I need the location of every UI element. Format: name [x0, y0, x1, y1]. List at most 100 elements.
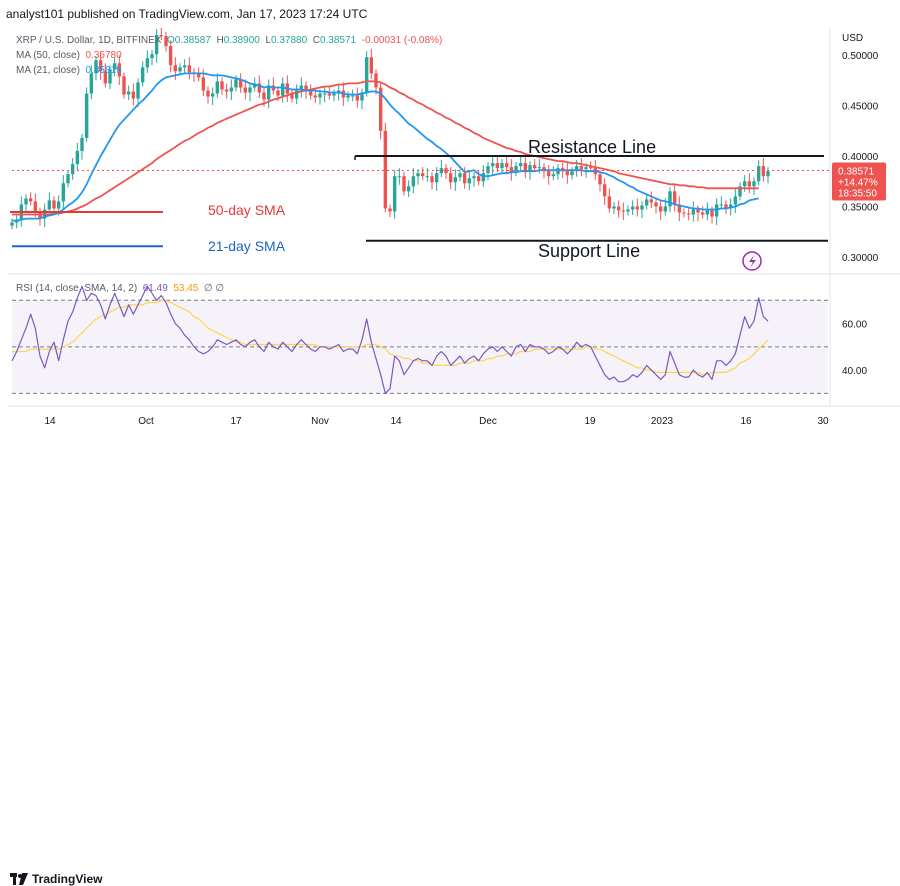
candle-body: [243, 87, 248, 93]
candle-body: [10, 222, 14, 226]
time-axis: 14 Oct 17 Nov 14 Dec 19 2023 16 30: [44, 416, 829, 427]
candle-body: [56, 201, 61, 209]
candle-body: [159, 35, 164, 37]
candle-body: [728, 204, 733, 209]
candle-body: [691, 209, 696, 215]
candle-body: [616, 206, 621, 211]
candle-body: [565, 171, 570, 176]
candle-body: [103, 71, 108, 84]
publisher-header: analyst101 published on TradingView.com,…: [0, 0, 900, 28]
candle-body: [182, 65, 187, 68]
price-tick-label: 0.30000: [842, 253, 879, 264]
symbol-title: XRP / U.S. Dollar, 1D, BITFINEX: [16, 35, 162, 46]
candle-body: [710, 210, 714, 217]
ma50-legend: MA (50, close) 0.35780: [16, 50, 122, 61]
time-tick-label: 14: [44, 416, 56, 427]
candle-body: [574, 166, 579, 172]
candle-body: [766, 171, 770, 177]
candle-body: [658, 206, 663, 212]
rsi-pane: 40.00 60.00: [11, 285, 867, 394]
candle-body: [24, 198, 28, 205]
rsi-sma-value: 53.45: [173, 283, 199, 294]
candle-body: [108, 69, 112, 84]
candle-body: [742, 181, 747, 187]
candle-body: [416, 173, 420, 177]
candle-body: [262, 92, 266, 100]
ma50-line: [12, 80, 759, 216]
candle-body: [229, 87, 234, 92]
candle-body: [327, 93, 332, 96]
candle-body: [542, 167, 546, 172]
resistance-annotation: Resistance Line: [528, 137, 656, 157]
candle-body: [290, 93, 294, 99]
candle-body: [598, 174, 602, 185]
ma21-legend: MA (21, close) 0.35819: [16, 65, 122, 76]
candle-body: [234, 79, 238, 88]
candle-body: [719, 204, 724, 206]
candle-body: [467, 178, 472, 184]
candle-body: [126, 91, 131, 95]
candle-body: [178, 67, 182, 72]
rsi-extra: ∅ ∅: [203, 283, 225, 294]
candle-body: [518, 163, 523, 167]
candle-body: [33, 201, 38, 212]
candle-body: [551, 174, 556, 177]
ohlc-c: C0.38571: [312, 35, 357, 46]
candle-body: [486, 166, 490, 174]
candle-body: [705, 210, 710, 215]
ma21-label: MA (21, close): [16, 65, 80, 76]
candle-body: [131, 91, 136, 99]
price-tick-label: 0.45000: [842, 102, 879, 113]
candle-body: [248, 87, 252, 93]
price-tick-label: 0.35000: [842, 202, 879, 213]
candle-body: [350, 95, 355, 97]
candle-body: [201, 77, 206, 91]
candle-body: [682, 212, 686, 214]
price-tick-label: 0.50000: [842, 51, 879, 62]
candle-body: [318, 93, 322, 98]
candle-body: [304, 85, 308, 91]
publisher-line: analyst101 published on TradingView.com,…: [6, 7, 368, 21]
time-tick-label: Oct: [138, 416, 154, 427]
chart-canvas[interactable]: 0.30000 0.35000 0.40000 0.45000 0.50000 USD 50…: [0, 0, 900, 464]
candle-body: [355, 95, 360, 101]
candle-body: [425, 176, 430, 178]
candle-body: [700, 212, 705, 215]
candle-body: [668, 191, 672, 207]
candle-body: [644, 199, 649, 206]
candle-body: [406, 186, 411, 192]
candle-body: [481, 173, 486, 182]
candle-body: [532, 165, 537, 169]
candle-body: [602, 184, 607, 197]
candle-body: [686, 213, 691, 215]
time-tick-label: 14: [390, 416, 402, 427]
time-tick-label: 17: [230, 416, 242, 427]
candle-body: [332, 93, 336, 96]
candle-body: [476, 176, 481, 182]
currency-label: USD: [842, 33, 863, 44]
candle-body: [75, 151, 80, 165]
candle-body: [411, 176, 416, 187]
candle-body: [187, 65, 192, 73]
candle-body: [752, 181, 756, 187]
candle-body: [294, 90, 299, 99]
candle-body: [388, 208, 392, 212]
candle-body: [84, 93, 89, 138]
candle-body: [523, 163, 528, 172]
candle-body: [514, 166, 518, 173]
candle-body: [570, 171, 574, 176]
candle-body: [196, 73, 201, 78]
candle-body: [472, 176, 476, 179]
price-badge: [832, 162, 886, 201]
candle-body: [677, 204, 682, 213]
candle-body: [733, 196, 738, 205]
candle-body: [136, 82, 140, 99]
candle-body: [322, 93, 327, 95]
candle-body: [140, 67, 145, 83]
candle-body: [70, 164, 75, 175]
candle-body: [579, 166, 584, 170]
candle-body: [378, 87, 383, 131]
ma50-label: MA (50, close): [16, 50, 80, 61]
candle-body: [150, 54, 154, 59]
candle-body: [206, 90, 210, 97]
